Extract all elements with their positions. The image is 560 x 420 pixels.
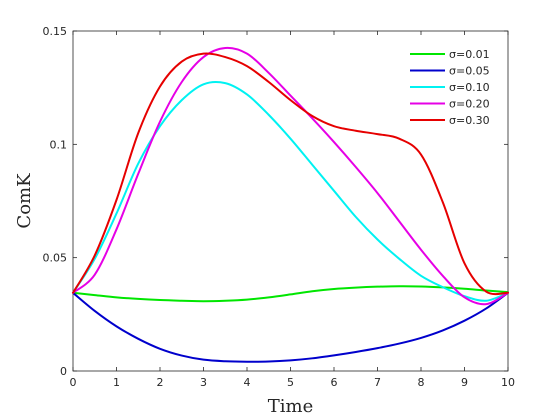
- x-tick-label: 3: [200, 376, 207, 389]
- y-tick-label: 0: [60, 365, 67, 378]
- series-line-4: [72, 46, 509, 306]
- legend-box: [403, 41, 503, 129]
- series-line-3: [72, 80, 509, 302]
- x-tick-label: 2: [157, 376, 164, 389]
- legend-label-2: σ=0.05: [449, 65, 490, 78]
- y-axis-label: ComK: [14, 173, 35, 229]
- series-line-2: [72, 291, 509, 363]
- x-tick-label: 4: [244, 376, 251, 389]
- legend-label-4: σ=0.20: [449, 98, 490, 111]
- x-tick-label: 6: [331, 376, 338, 389]
- legend-label-3: σ=0.10: [449, 81, 490, 94]
- legend-label-5: σ=0.30: [449, 114, 490, 127]
- x-tick-label: 1: [113, 376, 120, 389]
- x-tick-label: 5: [287, 376, 294, 389]
- x-tick-label: 7: [374, 376, 381, 389]
- x-tick-label: 9: [461, 376, 468, 389]
- x-tick-label: 8: [418, 376, 425, 389]
- legend-label-1: σ=0.01: [449, 48, 490, 61]
- x-tick-label: 10: [501, 376, 515, 389]
- y-tick-label: 0.05: [43, 252, 68, 265]
- x-tick-label: 0: [70, 376, 77, 389]
- y-tick-label: 0.15: [43, 25, 68, 38]
- axis-ticks: 0 1 2 3 4 5 6 7 8 9 10 0 0.05 0.1 0.15: [43, 25, 516, 389]
- y-tick-label: 0.1: [50, 138, 68, 151]
- series-line-5: [72, 52, 509, 296]
- x-axis-label: Time: [268, 396, 313, 417]
- legend: σ=0.01 σ=0.05 σ=0.10 σ=0.20 σ=0.30: [403, 41, 503, 129]
- series-lines: [72, 46, 509, 363]
- series-line-1: [72, 285, 509, 303]
